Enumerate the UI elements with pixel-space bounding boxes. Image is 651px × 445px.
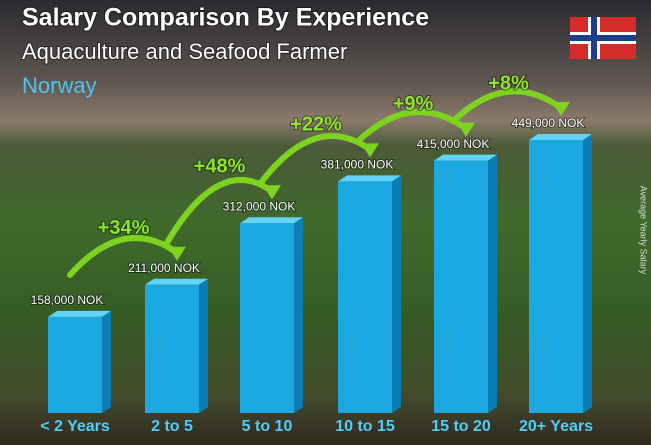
bar [240,223,294,413]
bar [434,160,488,413]
arrow-head [361,143,379,158]
bar-side [583,134,592,413]
bar-top [240,217,303,224]
change-arrow [357,109,469,143]
change-arrow [164,176,275,246]
chart-subtitle: Aquaculture and Seafood Farmer [22,39,347,64]
value-label: 312,000 NOK [223,199,296,213]
x-tick-label: 5 to 10 [242,418,293,435]
value-label: 158,000 NOK [31,293,104,307]
change-label: +34% [98,217,150,239]
change-arrow [453,88,564,122]
bar [48,316,102,413]
value-label: 381,000 NOK [321,158,394,172]
value-label: 449,000 NOK [512,116,585,130]
arrow-head [263,185,281,200]
side-label: Average Yearly Salary [639,186,649,275]
change-label: +22% [290,114,342,136]
change-label: +8% [488,72,529,94]
change-label: +9% [393,93,434,115]
bar-side [102,310,111,413]
bar-side [488,154,497,413]
x-tick-label: 2 to 5 [151,418,193,435]
arrow-head [457,122,475,137]
bar-top [434,154,497,161]
x-tick-label: 15 to 20 [431,418,491,435]
arrow-head [168,246,186,261]
arrow-head [552,102,570,116]
chart-title: Salary Comparison By Experience [22,4,429,32]
value-label: 415,000 NOK [417,137,490,151]
value-label: 211,000 NOK [128,261,200,275]
x-tick-label: < 2 Years [40,418,110,435]
bar [145,284,199,413]
x-tick-label: 20+ Years [519,418,593,435]
bar-top [529,134,592,140]
change-arrow [259,133,373,185]
bar-top [48,310,111,317]
country: Norway [22,73,97,98]
bar [338,181,392,413]
change-label: +48% [194,156,246,178]
bar-side [294,217,303,413]
bar-side [199,278,208,413]
bar-side [392,175,401,413]
x-tick-label: 10 to 15 [335,418,395,435]
bar-top [145,278,208,285]
flag [570,17,636,59]
bar-top [338,175,401,182]
change-arrow [67,235,180,278]
bar [529,140,583,413]
